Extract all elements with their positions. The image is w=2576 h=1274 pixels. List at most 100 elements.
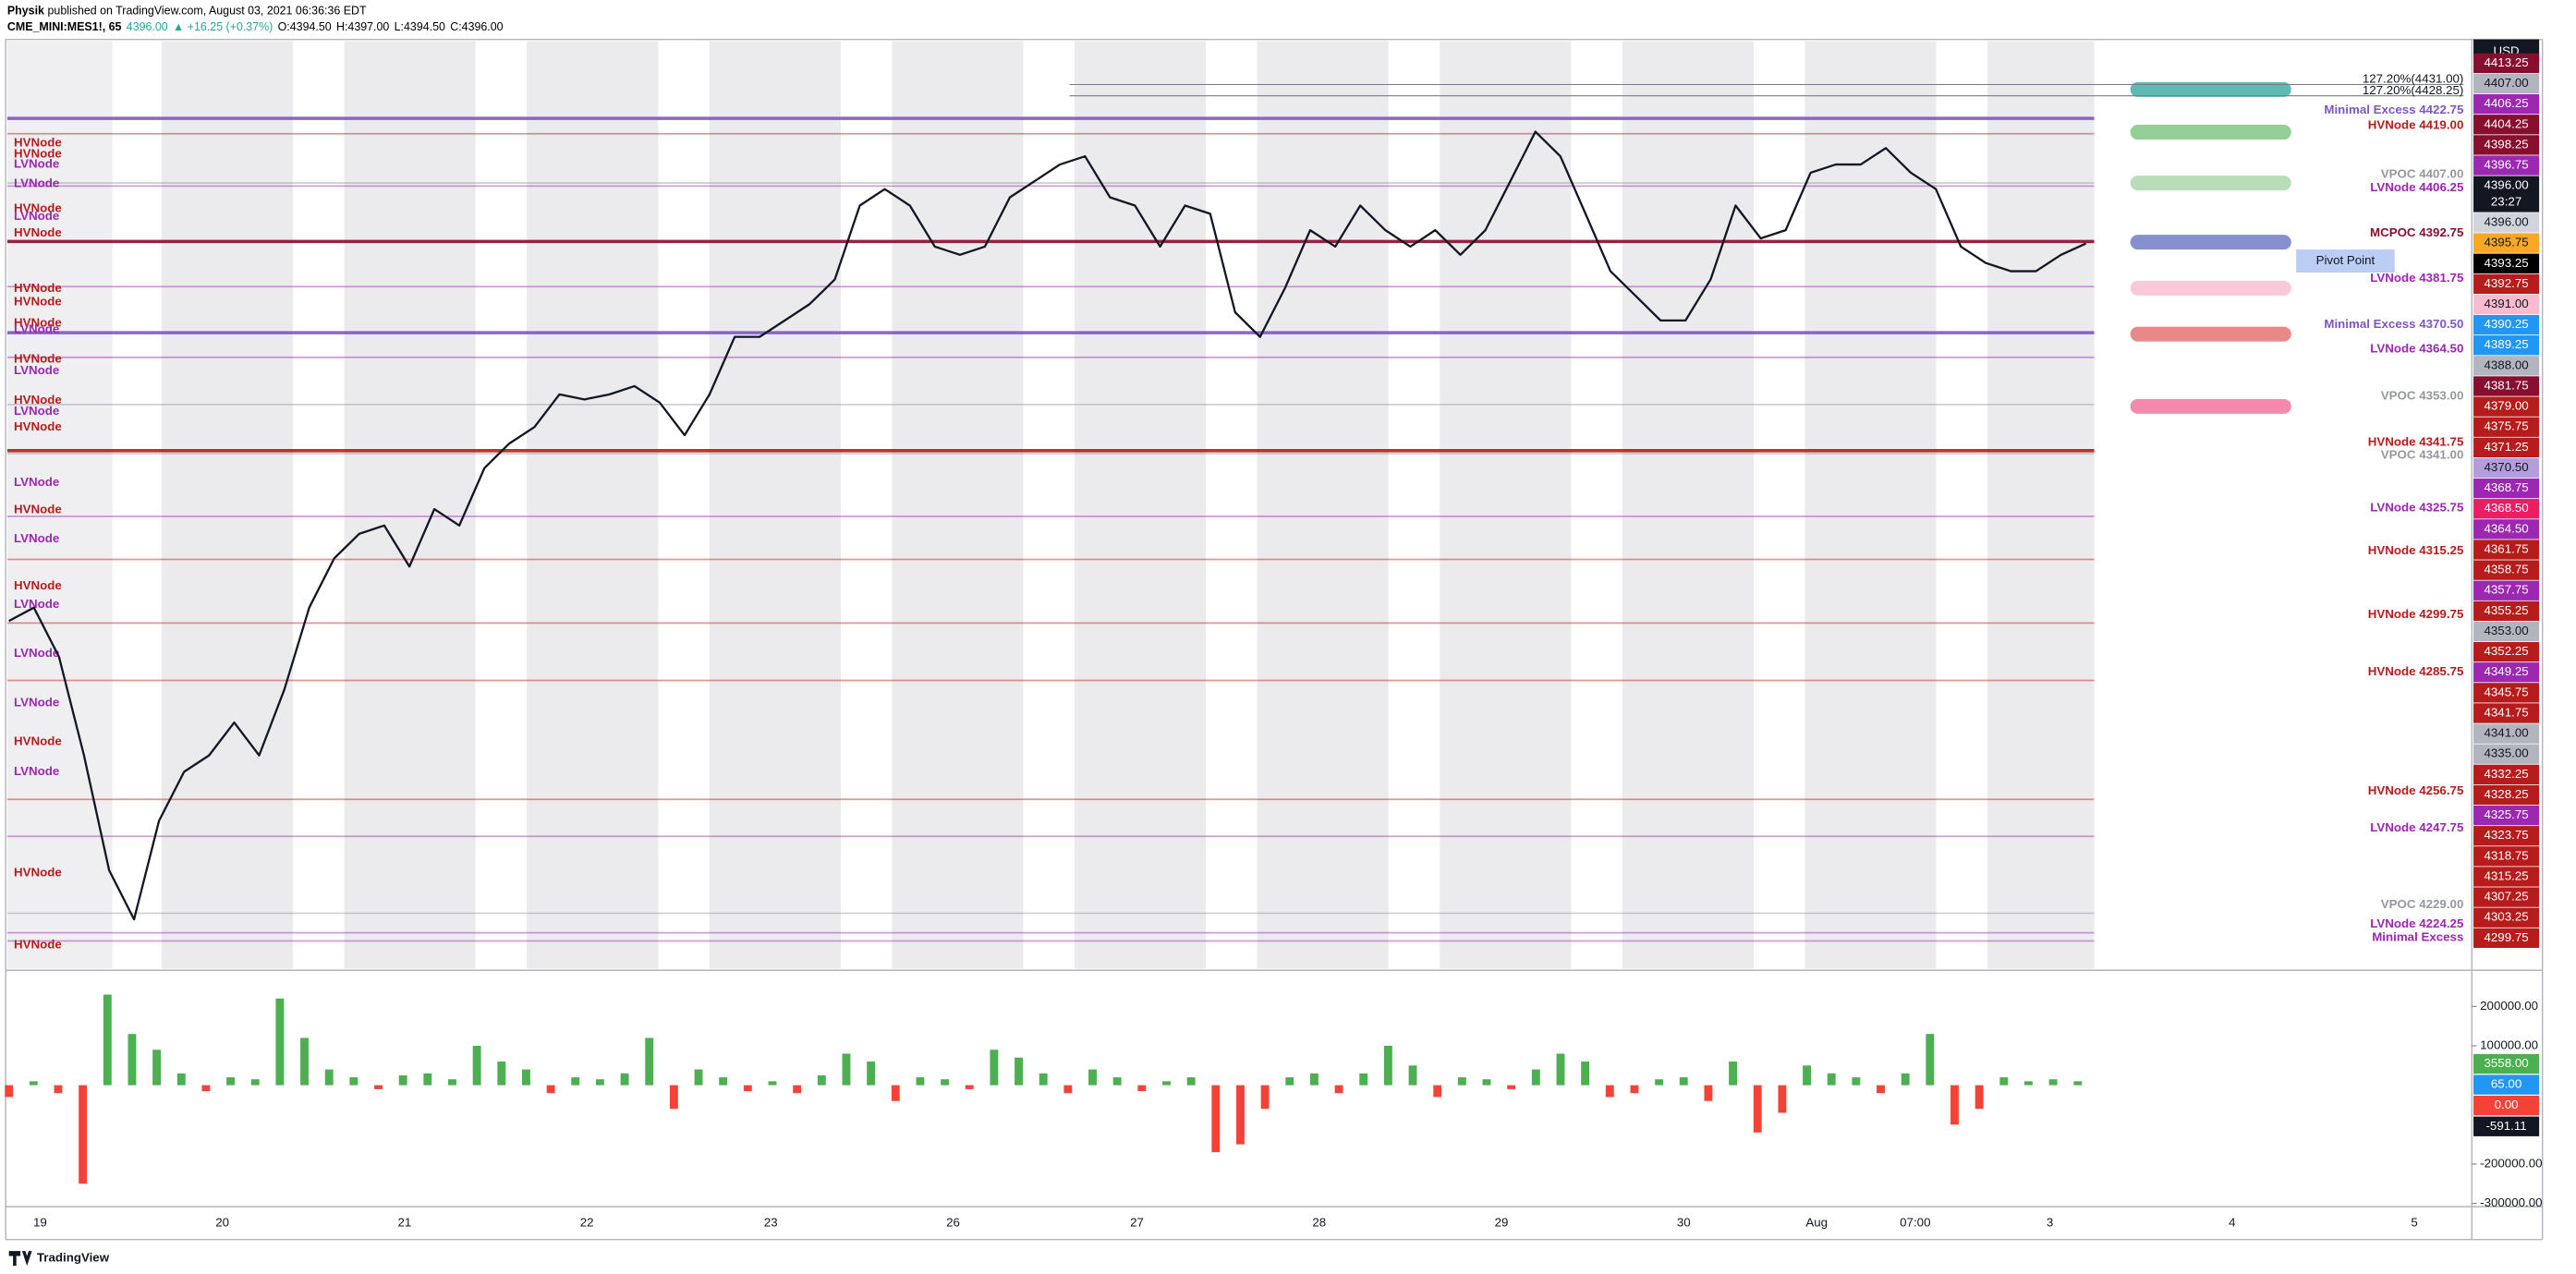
price-label: 4318.75 <box>2485 848 2529 862</box>
delta-bar <box>1433 1085 1442 1098</box>
profile-label: LVNode <box>14 176 59 190</box>
level-label: VPOC 4229.00 <box>2381 897 2464 911</box>
symbol: CME_MINI:MES1!, 65 <box>7 20 122 33</box>
price-label-box <box>2473 417 2540 437</box>
price-label: 4349.25 <box>2485 664 2529 678</box>
last-value-box <box>2473 1053 2540 1074</box>
delta-bar <box>1827 1073 1836 1086</box>
price-label-box <box>2473 560 2540 580</box>
last-value-box <box>2473 1096 2540 1116</box>
price-label: 4393.25 <box>2485 256 2529 270</box>
profile-label: HVNode <box>14 503 62 516</box>
header-line-2: CME_MINI:MES1!, 65 4396.00 ▲ +16.25 (+0.37… <box>7 20 504 33</box>
delta-bar <box>990 1050 999 1086</box>
date-label: 20 <box>215 1215 229 1229</box>
session-band <box>1987 41 2095 969</box>
y-tick-label: 200000.00 <box>2480 999 2538 1013</box>
delta-bar <box>1679 1077 1688 1086</box>
price-label-box <box>2473 253 2540 273</box>
pivot-label: Pivot Point <box>2316 253 2376 267</box>
profile-label: HVNode <box>14 578 62 592</box>
level-label: HVNode 4256.75 <box>2368 783 2464 797</box>
delta-bar <box>2048 1079 2058 1086</box>
price-label-box <box>2473 396 2540 417</box>
delta-bar <box>571 1077 580 1086</box>
price-label: 4407.00 <box>2485 76 2529 90</box>
y-tick-label: 100000.00 <box>2480 1038 2538 1052</box>
price-label-box <box>2473 478 2540 499</box>
price-label: 4396.00 <box>2485 215 2529 229</box>
price-label-box <box>2473 233 2540 253</box>
profile-label: HVNode <box>14 393 62 406</box>
delta-bar <box>448 1079 456 1086</box>
price-label: 4371.25 <box>2485 440 2529 454</box>
delta-bar <box>743 1085 752 1092</box>
date-label: 19 <box>33 1215 47 1229</box>
profile-label: HVNode <box>14 281 62 295</box>
delta-bar <box>54 1085 63 1094</box>
last-value-box <box>2473 1074 2540 1095</box>
delta-bar <box>1999 1077 2009 1086</box>
profile-label: LVNode <box>14 404 59 418</box>
price-label-box <box>2473 928 2540 949</box>
profile-label: LVNode <box>14 475 59 489</box>
price-label: 4379.00 <box>2485 399 2529 413</box>
level-label: LVNode 4381.75 <box>2370 271 2464 285</box>
last-value: 3558.00 <box>2485 1056 2529 1070</box>
level-label: LVNode 4325.75 <box>2370 501 2464 515</box>
delta-bar <box>1359 1073 1368 1086</box>
ohlc-low: L:4394.50 <box>395 20 445 33</box>
delta-bar <box>1063 1085 1073 1094</box>
fib-label: 127.20%(4428.25) <box>2363 83 2464 97</box>
delta-bar <box>1778 1085 1787 1113</box>
level-label: LVNode 4224.25 <box>2370 916 2464 930</box>
price-label: 4361.75 <box>2485 541 2529 555</box>
price-label: 4381.75 <box>2485 378 2529 392</box>
profile-label: LVNode <box>14 531 59 545</box>
zone-pill <box>2130 235 2291 250</box>
delta-bar <box>965 1085 974 1089</box>
price-label-box <box>2473 94 2540 115</box>
price-label: 4325.75 <box>2485 807 2529 821</box>
profile-label: HVNode <box>14 937 62 951</box>
delta-bar <box>1112 1077 1122 1086</box>
session-band <box>892 41 1024 969</box>
price-label-box <box>2473 601 2540 622</box>
delta-bar <box>669 1085 678 1110</box>
y-tick-label: -200000.00 <box>2480 1156 2542 1170</box>
delta-bar <box>1950 1085 1959 1125</box>
header-line-1: Physik published on TradingView.com, Augu… <box>7 5 367 18</box>
price-label: 4332.25 <box>2485 767 2529 781</box>
price-label: 4413.25 <box>2485 55 2529 69</box>
price-label-box <box>2473 437 2540 458</box>
ohlc-close: C:4396.00 <box>450 20 503 33</box>
price-label-box <box>2473 540 2540 560</box>
session-band <box>1074 41 1207 969</box>
session-bands <box>6 41 2095 969</box>
zone-pill <box>2130 125 2291 140</box>
zone-pill <box>2130 398 2291 414</box>
level-label: Minimal Excess <box>2372 929 2463 943</box>
profile-label: HVNode <box>14 352 62 366</box>
price-label-box <box>2473 115 2540 135</box>
change: ▲ +16.25 (+0.37%) <box>173 20 273 33</box>
delta-bar <box>595 1079 604 1086</box>
delta-bar <box>1655 1079 1664 1086</box>
delta-bar <box>719 1077 728 1086</box>
delta-bar <box>1334 1085 1343 1094</box>
delta-bar <box>2073 1081 2083 1086</box>
profile-label: HVNode <box>14 734 62 748</box>
delta-bar <box>349 1077 358 1086</box>
zone-pill <box>2130 176 2291 191</box>
session-band <box>709 41 841 969</box>
price-label: 4364.50 <box>2485 521 2529 535</box>
price-label: 4353.00 <box>2485 624 2529 637</box>
profile-label: LVNode <box>14 646 59 660</box>
delta-bar <box>472 1045 481 1086</box>
price-label-box <box>2473 135 2540 155</box>
price-label: 4315.25 <box>2485 868 2529 882</box>
delta-bar <box>1383 1045 1392 1086</box>
price-label-box <box>2473 580 2540 601</box>
published: published on TradingView.com, August 03,… <box>48 5 367 18</box>
profile-label: LVNode <box>14 209 59 223</box>
